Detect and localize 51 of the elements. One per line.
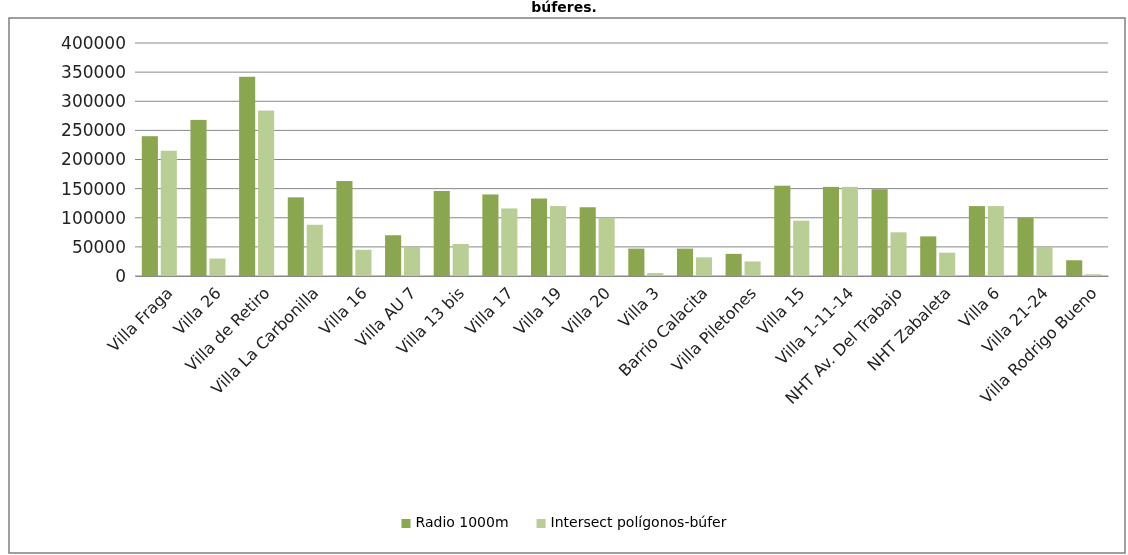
bar (531, 198, 548, 276)
chart-title: búferes. (531, 0, 597, 15)
bar (1066, 260, 1083, 276)
bar (141, 136, 158, 276)
bar (160, 150, 177, 276)
bar (239, 76, 256, 276)
bar (452, 243, 469, 276)
bar (676, 248, 694, 276)
bar (968, 206, 985, 276)
bar (1017, 217, 1034, 276)
y-tick-label: 300000 (61, 91, 126, 112)
bar (501, 208, 518, 276)
y-tick-label: 400000 (61, 32, 126, 53)
bar (579, 207, 596, 276)
legend-label: Radio 1000m (415, 514, 509, 530)
y-tick-label: 150000 (61, 178, 126, 199)
bar (647, 273, 664, 276)
bar (598, 217, 615, 276)
legend-label: Intersect polígonos-búfer (550, 514, 727, 530)
bar (355, 249, 372, 276)
bar (774, 185, 791, 276)
bar (822, 186, 839, 276)
bar (939, 252, 956, 276)
y-tick-label: 350000 (61, 62, 126, 83)
bar (987, 206, 1004, 276)
bar (744, 261, 761, 276)
bar (209, 258, 226, 276)
bar (306, 224, 323, 276)
bar (385, 235, 402, 276)
bar (695, 257, 712, 276)
bar (258, 110, 275, 276)
bar (628, 248, 645, 276)
bar (841, 186, 858, 276)
bar (336, 181, 353, 276)
y-tick-label: 100000 (61, 207, 126, 228)
y-tick-label: 0 (115, 265, 126, 286)
bar (871, 189, 888, 276)
y-tick-label: 200000 (61, 149, 126, 170)
bar (1036, 246, 1053, 276)
bar (404, 246, 421, 276)
bar (287, 197, 304, 276)
bar (793, 220, 810, 276)
bar (725, 253, 742, 276)
bar (890, 232, 907, 276)
y-tick-label: 50000 (71, 236, 126, 257)
bar (433, 190, 450, 276)
bar (549, 206, 567, 276)
bar (920, 236, 937, 276)
bar (190, 119, 207, 276)
y-tick-label: 250000 (61, 120, 126, 141)
bar (482, 194, 499, 276)
